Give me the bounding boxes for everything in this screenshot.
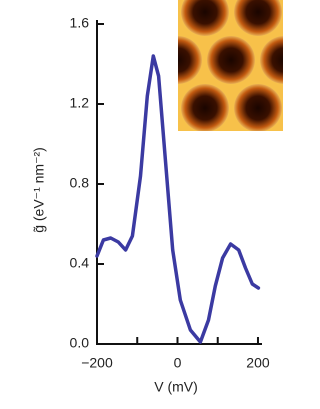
chart: V (mV) g̃ (eV⁻¹ nm⁻²) 0.0 0.4 0.8 1.2 1.6 −20… (31, 0, 283, 395)
x-tick-label: 200 (246, 355, 270, 371)
y-tick-label: 0.0 (70, 335, 90, 351)
y-tick-label: 0.4 (70, 255, 90, 271)
y-axis-label: g̃ (eV⁻¹ nm⁻²) (31, 147, 47, 233)
x-axis-label: V (mV) (154, 379, 198, 395)
inset-image (178, 0, 283, 131)
y-tick-label: 1.6 (70, 15, 90, 31)
x-tick-label: −200 (81, 355, 113, 371)
data-line (95, 54, 261, 344)
y-tick-label: 0.8 (70, 175, 90, 191)
x-tick-label: 0 (174, 355, 182, 371)
y-tick-label: 1.2 (70, 95, 90, 111)
